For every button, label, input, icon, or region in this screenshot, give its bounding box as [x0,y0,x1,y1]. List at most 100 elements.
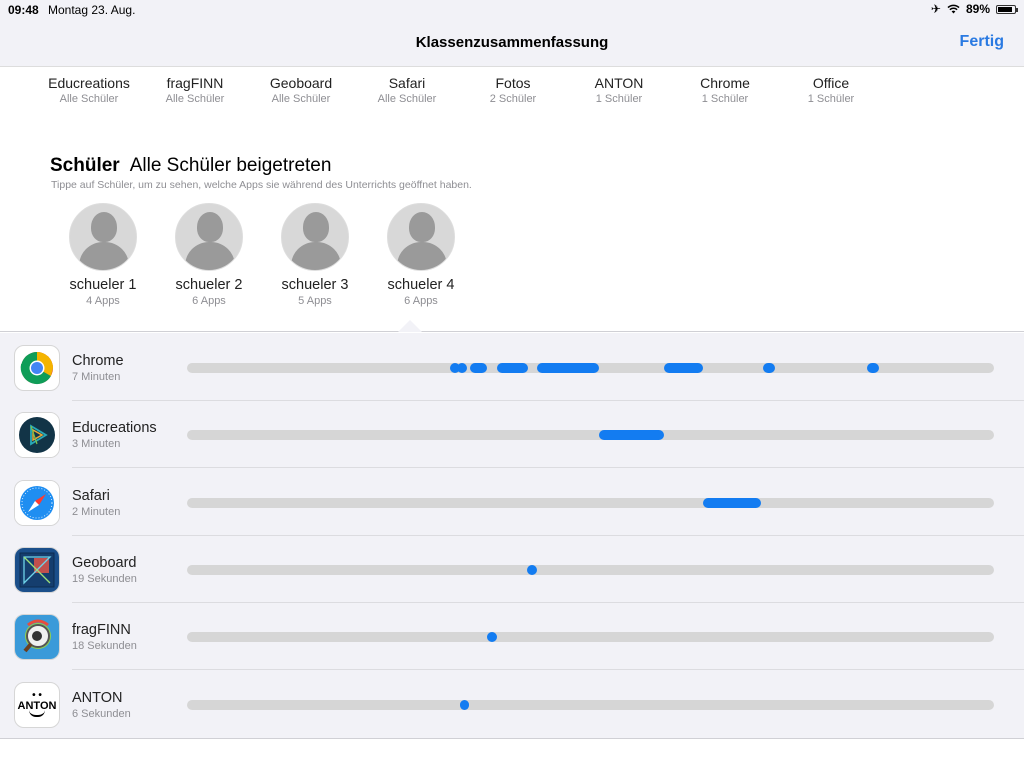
usage-segment [450,363,460,373]
app-summary-count: Alle Schüler [59,93,119,105]
student-item[interactable]: schueler 4 6 Apps [368,203,474,307]
app-summary-name: Chrome [700,75,750,91]
airplane-icon: ✈ [930,2,941,16]
status-date: Montag 23. Aug. [48,3,136,17]
app-usage-name: Geoboard [72,554,137,571]
student-app-count: 6 Apps [192,295,226,307]
apps-header: Educreations Alle Schüler fragFINN Alle Sch… [36,75,884,105]
anton-icon-text: ANTON [17,699,57,712]
app-summary-name: fragFINN [166,75,224,91]
fragfinn-icon [14,614,60,661]
status-bar: 09:48 Montag 23. Aug. ✈ 89% [0,0,1024,20]
anton-icon: • • ANTON [14,681,60,728]
student-name: schueler 1 [69,277,137,293]
app-usage-name: Safari [72,487,110,504]
usage-segment [459,699,470,710]
avatar [387,203,455,271]
app-usage-duration: 3 Minuten [72,438,121,451]
app-summary-count: Alle Schüler [165,93,225,105]
row-divider [72,601,1024,603]
student-name: schueler 2 [175,277,243,293]
bottom-area [0,739,1024,768]
geoboard-icon [14,546,60,593]
usage-timeline-track [187,363,994,373]
avatar [175,203,243,271]
usage-segment [457,363,468,373]
app-summary-name: Geoboard [269,75,333,91]
student-app-count: 5 Apps [298,295,332,307]
student-item[interactable]: schueler 3 5 Apps [262,203,368,307]
usage-segment [470,363,488,373]
usage-timeline-track [187,430,994,441]
selection-pointer [398,320,422,332]
usage-timeline-track [187,497,994,508]
usage-timeline-track [187,632,994,643]
divider [0,331,1024,332]
app-summary-item: Chrome 1 Schüler [672,75,778,105]
app-summary-item: Geoboard Alle Schüler [248,75,354,105]
battery-icon [996,4,1018,14]
battery-percent: 89% [965,2,990,16]
app-usage-name: Educreations [72,420,157,437]
usage-segment [867,363,880,373]
app-summary-item: Educreations Alle Schüler [36,75,142,105]
usage-segment [487,632,497,643]
app-usage-duration: 6 Sekunden [72,707,131,720]
status-time: 09:48 [8,3,39,17]
app-summary-name: Safari [388,75,426,91]
app-usage-name: fragFINN [72,622,131,639]
battery-fill [998,6,1013,12]
app-usage-duration: 18 Sekunden [72,640,137,653]
app-summary-item: ANTON 1 Schüler [566,75,672,105]
safari-icon [14,479,60,526]
row-divider [72,534,1024,536]
app-usage-duration: 19 Sekunden [72,572,137,585]
usage-segment [496,363,528,373]
app-summary-item: fragFINN Alle Schüler [142,75,248,105]
app-usage-duration: 7 Minuten [72,371,121,383]
app-summary-item: Office 1 Schüler [778,75,884,105]
app-usage-row: Safari 2 Minuten [0,469,1024,536]
row-divider [72,467,1024,469]
status-right: ✈ 89% [930,2,1018,16]
chrome-icon [14,345,60,391]
student-name: schueler 4 [387,277,455,293]
usage-segment [763,363,776,373]
done-button[interactable]: Fertig [959,33,1004,50]
student-name: schueler 3 [281,277,349,293]
nav-bar: Klassenzusammenfassung Fertig [0,20,1024,65]
app-summary-count: Alle Schüler [271,93,331,105]
app-usage-row: fragFINN 18 Sekunden [0,603,1024,671]
row-divider [72,400,1024,401]
usage-segment [526,564,538,575]
app-usage-row: Educreations 3 Minuten [0,401,1024,469]
students-section-title: Schüler Alle Schüler beigetreten [50,155,331,177]
students-heading: Schüler [50,155,120,176]
student-app-count: 6 Apps [404,295,438,307]
app-summary-name: Office [812,75,850,91]
app-summary-item: Fotos 2 Schüler [460,75,566,105]
app-summary-name: Educreations [48,75,130,91]
student-item[interactable]: schueler 2 6 Apps [156,203,262,307]
avatar [69,203,137,271]
student-app-count: 4 Apps [86,295,120,307]
divider [0,738,1024,739]
summary-panel: Educreations Alle Schüler fragFINN Alle Sch… [0,66,1024,333]
app-usage-row: Chrome 7 Minuten [0,334,1024,401]
educreations-icon [14,412,60,459]
usage-segment [703,497,761,508]
usage-segment [537,363,599,373]
app-summary-count: 2 Schüler [489,93,537,105]
app-usage-name: Chrome [72,353,124,369]
avatar [281,203,349,271]
app-summary-count: 1 Schüler [701,93,749,105]
students-status: Alle Schüler beigetreten [129,155,332,176]
usage-segment [663,363,704,373]
row-divider [72,669,1024,671]
usage-timeline-track [187,699,994,710]
student-item[interactable]: schueler 1 4 Apps [50,203,156,307]
students-hint: Tippe auf Schüler, um zu sehen, welche A… [51,179,472,191]
app-usage-duration: 2 Minuten [72,505,121,518]
app-summary-item: Safari Alle Schüler [354,75,460,105]
app-summary-count: Alle Schüler [377,93,437,105]
